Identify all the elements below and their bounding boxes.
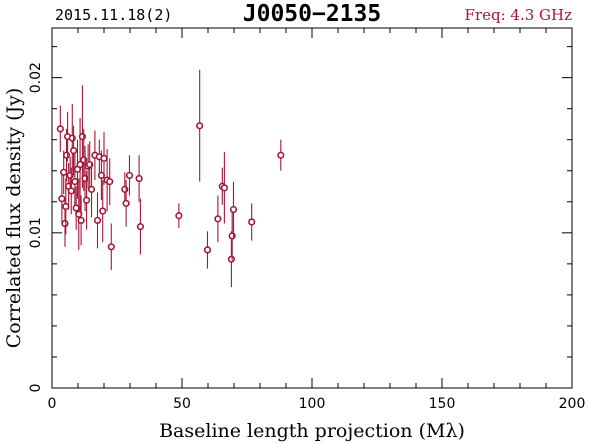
point-marker <box>196 122 204 130</box>
y-tick-label: 0.02 <box>28 62 44 93</box>
point-marker <box>100 154 108 162</box>
data-point <box>277 139 285 171</box>
point-marker <box>136 223 144 231</box>
point-marker <box>78 133 87 141</box>
data-point <box>203 231 212 269</box>
data-point <box>196 69 204 182</box>
date-label: 2015.11.18(2) <box>55 6 172 24</box>
x-axis-label: Baseline length projection (Mλ) <box>159 420 465 442</box>
data-point <box>56 105 64 153</box>
point-marker <box>106 178 114 186</box>
y-tick-label: 0 <box>28 384 44 393</box>
point-marker <box>99 207 107 215</box>
point-marker <box>68 134 76 142</box>
point-marker <box>277 151 285 159</box>
x-tick-label: 0 <box>48 396 57 412</box>
data-point <box>67 167 75 215</box>
point-marker <box>69 146 78 155</box>
point-marker <box>121 185 129 193</box>
data-point <box>220 152 228 224</box>
data-point <box>107 223 115 271</box>
chart-title: J0050−2135 <box>243 1 381 27</box>
point-marker <box>107 243 115 251</box>
point-marker <box>125 171 134 180</box>
point-marker <box>87 185 96 193</box>
axis-ticks <box>51 28 573 389</box>
point-marker <box>135 174 143 183</box>
point-marker <box>214 215 222 223</box>
x-tick-label: 150 <box>429 396 456 412</box>
point-marker <box>71 178 79 186</box>
data-point <box>87 161 96 218</box>
data-point <box>125 155 134 196</box>
data-point <box>77 195 85 246</box>
data-point <box>136 198 144 255</box>
point-marker <box>66 171 74 180</box>
data-point <box>214 195 222 243</box>
point-marker <box>175 212 183 220</box>
data-point <box>135 155 143 202</box>
data-point <box>86 141 94 188</box>
data-point <box>93 192 102 249</box>
point-marker <box>220 184 228 192</box>
point-marker <box>227 255 235 263</box>
point-marker <box>122 199 130 207</box>
x-tick-label: 200 <box>559 396 586 412</box>
point-marker <box>72 204 80 212</box>
point-marker <box>248 218 256 226</box>
data-point <box>58 173 66 224</box>
data-point <box>229 181 238 238</box>
point-marker <box>203 246 212 254</box>
point-marker <box>82 196 91 204</box>
data-point <box>175 203 183 229</box>
data-point <box>248 203 256 241</box>
data-point <box>106 158 114 205</box>
point-marker <box>77 216 85 225</box>
point-marker <box>229 205 238 214</box>
point-marker <box>58 195 66 203</box>
point-marker <box>97 171 105 180</box>
frequency-label: Freq: 4.3 GHz <box>465 6 573 24</box>
point-marker <box>62 202 70 211</box>
data-point <box>82 170 91 230</box>
y-axis-label: Correlated flux density (Jy) <box>3 88 25 349</box>
point-marker <box>61 219 69 228</box>
point-marker <box>228 232 236 240</box>
point-marker <box>67 187 75 195</box>
point-marker <box>62 151 71 159</box>
y-tick-label: 0.01 <box>28 217 44 248</box>
data-point <box>122 180 130 227</box>
point-marker <box>93 216 102 225</box>
point-marker <box>56 125 64 133</box>
data-point <box>99 180 107 243</box>
data-points <box>56 69 285 288</box>
point-marker <box>60 168 68 176</box>
x-tick-label: 50 <box>173 396 191 412</box>
x-tick-label: 100 <box>299 396 326 412</box>
data-point <box>227 231 235 288</box>
tick-labels: 0 50 100 150 200 0 0.01 0.02 <box>28 62 585 412</box>
point-marker <box>80 156 88 164</box>
data-point <box>69 125 78 176</box>
